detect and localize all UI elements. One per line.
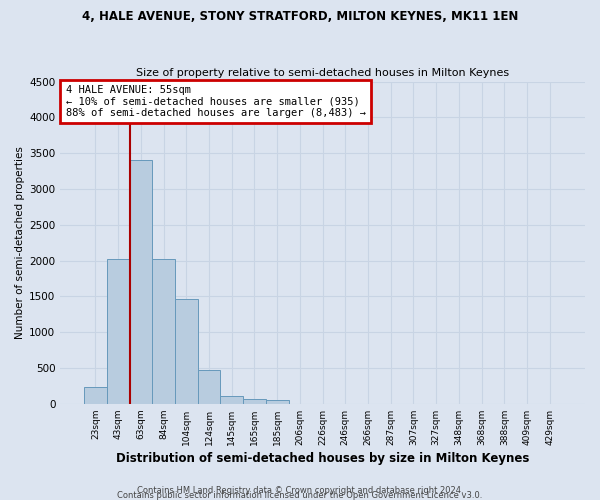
Bar (152, 259, 175, 404)
Bar (243, 399, 266, 404)
Text: Contains public sector information licensed under the Open Government Licence v3: Contains public sector information licen… (118, 491, 482, 500)
Y-axis label: Number of semi-detached properties: Number of semi-detached properties (15, 146, 25, 339)
Bar (266, 400, 289, 404)
Text: 4, HALE AVENUE, STONY STRATFORD, MILTON KEYNES, MK11 1EN: 4, HALE AVENUE, STONY STRATFORD, MILTON … (82, 10, 518, 23)
Title: Size of property relative to semi-detached houses in Milton Keynes: Size of property relative to semi-detach… (136, 68, 509, 78)
Bar (175, 300, 198, 404)
Bar (130, 160, 152, 404)
Bar (198, 370, 220, 404)
Bar (84, 388, 107, 404)
Text: 4 HALE AVENUE: 55sqm
← 10% of semi-detached houses are smaller (935)
88% of semi: 4 HALE AVENUE: 55sqm ← 10% of semi-detac… (65, 85, 365, 118)
Bar (220, 396, 243, 404)
Text: Contains HM Land Registry data © Crown copyright and database right 2024.: Contains HM Land Registry data © Crown c… (137, 486, 463, 495)
X-axis label: Distribution of semi-detached houses by size in Milton Keynes: Distribution of semi-detached houses by … (116, 452, 529, 465)
Bar (107, 259, 130, 404)
